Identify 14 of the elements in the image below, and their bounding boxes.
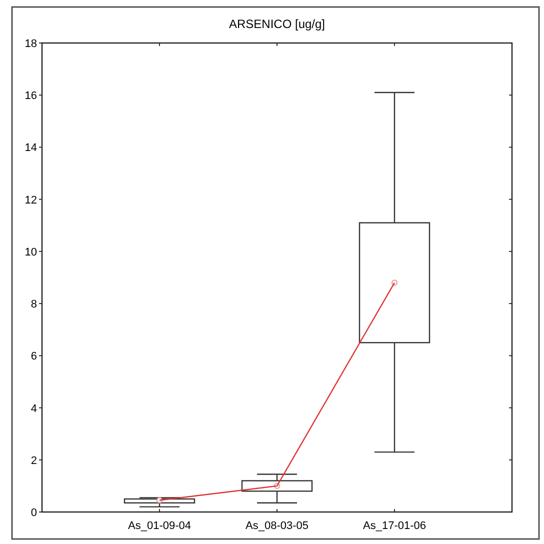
y-tick-label: 16	[24, 90, 37, 102]
y-tick-label: 2	[30, 454, 37, 467]
y-tick-label: 18	[24, 38, 37, 50]
chart-title: ARSENICO [ug/g]	[228, 17, 326, 31]
y-tick-label: 0	[30, 507, 37, 519]
x-tick-label: As_17-01-06	[363, 520, 426, 532]
x-tick-label: As_08-03-05	[246, 520, 308, 532]
x-tick-label: As_01-09-04	[128, 520, 191, 532]
y-tick-label: 6	[30, 350, 37, 363]
y-tick-label: 12	[24, 194, 37, 206]
y-tick-label: 4	[30, 402, 37, 415]
y-tick-label: 10	[24, 246, 37, 258]
y-tick-label: 14	[24, 142, 37, 154]
y-tick-label: 8	[30, 298, 37, 311]
